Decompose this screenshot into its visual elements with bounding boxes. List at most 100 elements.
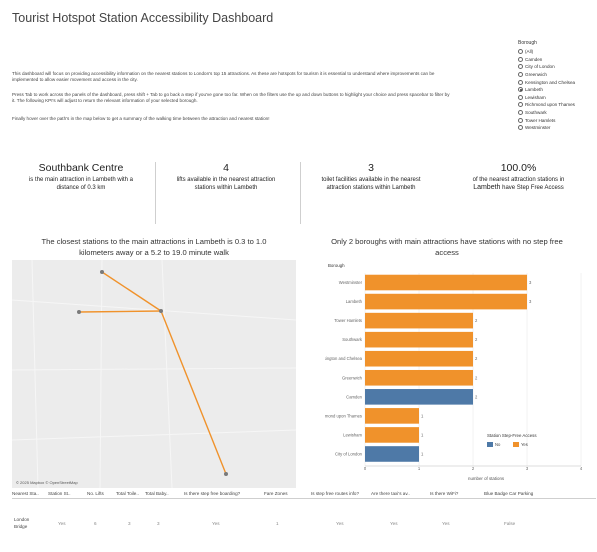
y-tick-label: Lewisham xyxy=(343,432,362,437)
table-header[interactable]: Is there step free boarding? xyxy=(184,491,241,496)
table-header[interactable]: No. Lifts xyxy=(87,491,104,496)
kpi-text-line: stations within Lambeth xyxy=(194,185,258,191)
intro-line: Press Tab to work across the panels of t… xyxy=(12,92,450,97)
table-header[interactable]: Fare Zones xyxy=(264,491,288,496)
y-tick-label: Kensington and Chelsea xyxy=(325,356,363,361)
map-road xyxy=(12,367,296,371)
walking-path[interactable] xyxy=(160,310,227,475)
table-cell: 6 xyxy=(94,521,97,526)
borough-option[interactable]: City of London xyxy=(518,63,594,71)
map-road xyxy=(99,260,103,488)
table-divider xyxy=(12,498,596,499)
borough-option[interactable]: Greenwich xyxy=(518,71,594,79)
intro-paragraph-1: This dashboard will focus on providing a… xyxy=(12,71,512,84)
kpi-main-attraction-text: is the main attraction in Lambeth with a… xyxy=(12,176,150,192)
data-label: 3 xyxy=(529,280,532,285)
borough-option[interactable]: (All) xyxy=(518,48,594,56)
radio-icon[interactable] xyxy=(518,94,523,100)
bar xyxy=(365,369,473,386)
bar xyxy=(365,408,419,424)
borough-option-label: Southwark xyxy=(525,110,547,116)
table-cell: Yes xyxy=(212,521,220,526)
borough-option-label: Lambeth xyxy=(525,87,543,93)
y-tick-label: Camden xyxy=(346,394,362,399)
table-header[interactable]: Total Toile.. xyxy=(116,491,139,496)
kpi-step-free: 100.0% of the nearest attraction station… xyxy=(446,162,591,192)
intro-paragraph-2: Press Tab to work across the panels of t… xyxy=(12,92,512,105)
bar xyxy=(365,274,527,291)
kpi-toilets-text: toilet facilities available in the neare… xyxy=(303,176,439,192)
attraction-point[interactable] xyxy=(159,309,163,313)
kpi-text-line: lifts available in the nearest attractio… xyxy=(176,177,276,183)
radio-icon[interactable] xyxy=(518,125,523,131)
data-label: 2 xyxy=(475,318,478,323)
y-tick-label: Southwark xyxy=(342,337,363,342)
x-tick-label: 3 xyxy=(526,466,529,471)
table-header[interactable]: Nearest Sta.. xyxy=(12,491,39,496)
borough-option[interactable]: Lewisham xyxy=(518,94,594,102)
data-label: 1 xyxy=(421,432,424,437)
table-header[interactable]: Are there taxi's av.. xyxy=(371,491,410,496)
intro-paragraph-3: Finally hover over the path's in the map… xyxy=(12,116,512,122)
y-tick-label: Richmond upon Thames xyxy=(325,413,362,418)
radio-icon[interactable] xyxy=(518,110,523,116)
dashboard-title: Tourist Hotspot Station Accessibility Da… xyxy=(12,11,274,25)
map-road xyxy=(12,429,296,441)
bar xyxy=(365,293,527,310)
attraction-station-map[interactable]: © 2025 Mapbox © OpenStreetMap xyxy=(12,260,296,488)
radio-icon[interactable] xyxy=(518,72,523,78)
radio-icon[interactable] xyxy=(518,102,523,108)
radio-icon[interactable] xyxy=(518,117,523,123)
radio-icon[interactable] xyxy=(518,64,523,70)
borough-option[interactable]: Westminster xyxy=(518,124,594,132)
y-tick-label: Lambeth xyxy=(346,299,363,304)
table-header[interactable]: Station St.. xyxy=(48,491,71,496)
radio-icon[interactable] xyxy=(518,87,523,93)
map-road xyxy=(161,260,173,488)
kpi-text-line: distance of 0.3 km xyxy=(56,185,106,191)
station-point[interactable] xyxy=(100,270,104,274)
step-free-bar-chart[interactable]: Borough 0 1 2 3 4 number of stations Westminste… xyxy=(325,258,595,488)
borough-option-label: Westminster xyxy=(525,125,551,131)
kpi-toilets-value: 3 xyxy=(368,162,374,174)
borough-option[interactable]: Richmond upon Thames xyxy=(518,101,594,109)
y-axis-title: Borough xyxy=(328,263,345,268)
kpi-main-attraction: Southbank Centre is the main attraction … xyxy=(12,162,150,192)
borough-option-label: Richmond upon Thames xyxy=(525,102,575,108)
table-header[interactable]: Is step free routes info? xyxy=(311,491,360,496)
table-cell: 3 xyxy=(128,521,131,526)
radio-icon[interactable] xyxy=(518,49,523,55)
table-cell: Yes xyxy=(390,521,398,526)
walking-path[interactable] xyxy=(101,271,162,312)
kpi-text-line: attraction stations within Lambeth xyxy=(326,185,416,191)
station-point[interactable] xyxy=(224,472,228,476)
borough-option-label: Greenwich xyxy=(525,72,547,78)
table-header[interactable]: Blue Badge Car Parking xyxy=(484,491,534,496)
bar xyxy=(365,446,419,462)
borough-option[interactable]: Kensington and Chelsea xyxy=(518,78,594,86)
intro-line: Finally hover over the path's in the map… xyxy=(12,116,270,121)
station-point[interactable] xyxy=(77,310,81,314)
table-header[interactable]: Is there WiFi? xyxy=(430,491,459,496)
kpi-divider xyxy=(155,162,156,224)
map-title-line: kilometers away or a 5.2 to 19.0 minute … xyxy=(79,248,229,257)
table-cell: 1 xyxy=(276,521,279,526)
borough-filter[interactable]: Borough (All) Camden City of London Greenwi… xyxy=(518,40,594,132)
walking-path[interactable] xyxy=(78,310,162,313)
legend-swatch-yes xyxy=(513,442,519,447)
radio-icon[interactable] xyxy=(518,56,523,62)
borough-option[interactable]: Lambeth xyxy=(518,86,594,94)
y-tick-label: City of London xyxy=(335,451,363,456)
kpi-lifts-text: lifts available in the nearest attractio… xyxy=(158,176,294,192)
radio-icon[interactable] xyxy=(518,79,523,85)
borough-option[interactable]: Camden xyxy=(518,56,594,64)
borough-option[interactable]: Southwark xyxy=(518,109,594,117)
bar xyxy=(365,331,473,348)
bar xyxy=(365,427,419,443)
table-cell: Yes xyxy=(58,521,66,526)
chart-title-line: Only 2 boroughs with main attractions ha… xyxy=(331,237,563,246)
table-header[interactable]: Total Baby.. xyxy=(145,491,169,496)
borough-option[interactable]: Tower Hamlets xyxy=(518,116,594,124)
data-label: 2 xyxy=(475,394,478,399)
kpi-text-line: Lambeth have Step Free Access xyxy=(446,184,591,192)
